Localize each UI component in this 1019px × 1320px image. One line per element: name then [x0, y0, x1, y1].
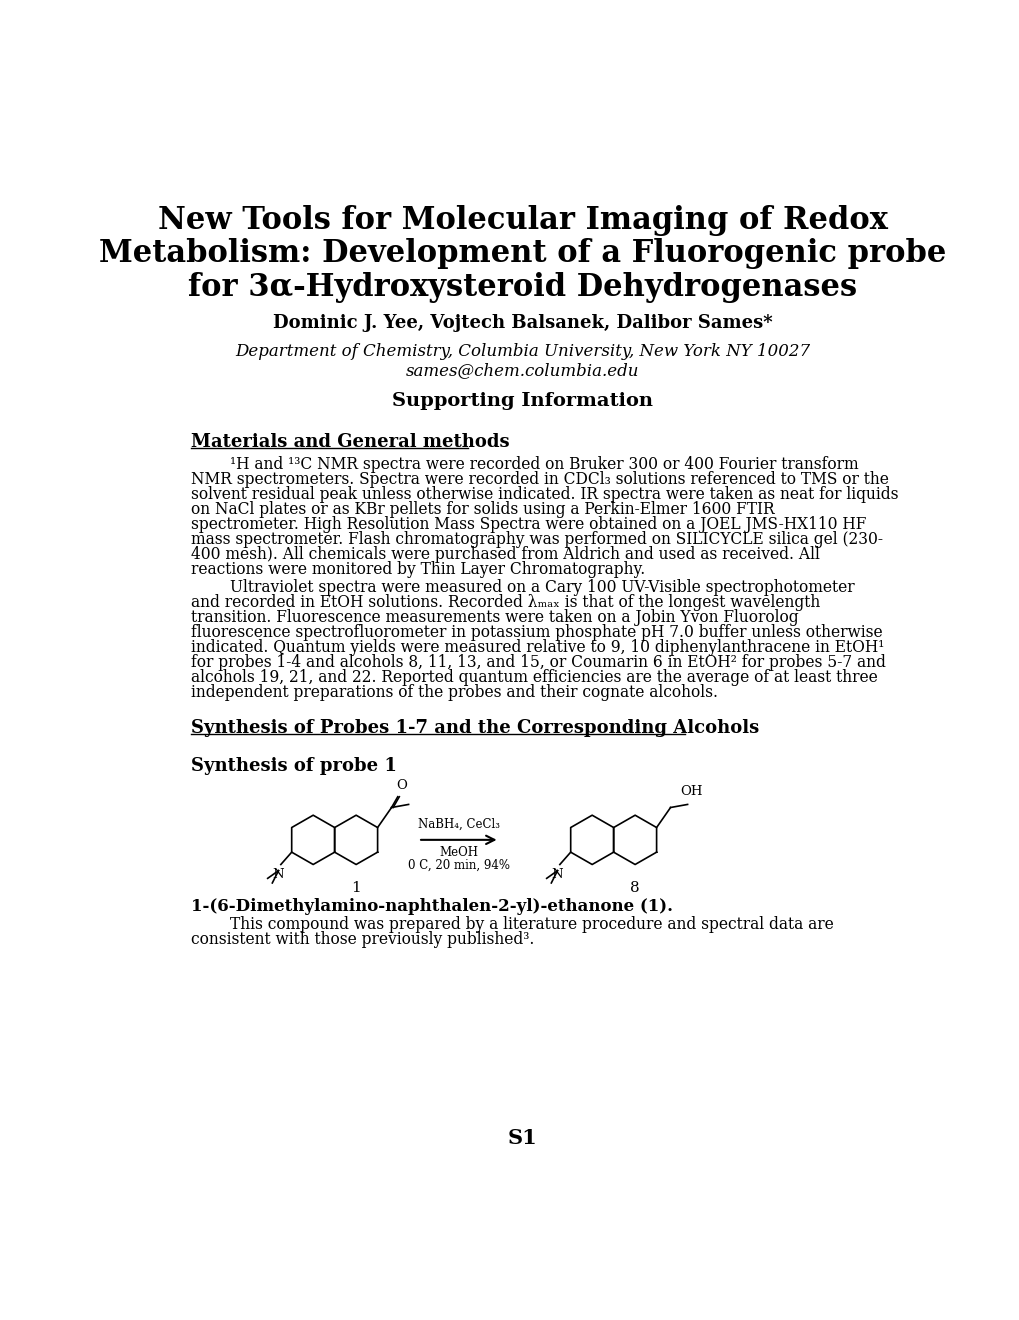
Text: 400 mesh). All chemicals were purchased from Aldrich and used as received. All: 400 mesh). All chemicals were purchased …	[191, 545, 819, 562]
Text: Metabolism: Development of a Fluorogenic probe: Metabolism: Development of a Fluorogenic…	[99, 239, 946, 269]
Text: 1: 1	[351, 882, 361, 895]
Text: and recorded in EtOH solutions. Recorded λₘₐₓ is that of the longest wavelength: and recorded in EtOH solutions. Recorded…	[191, 594, 819, 611]
Text: alcohols 19, 21, and 22. Reported quantum efficiencies are the average of at lea: alcohols 19, 21, and 22. Reported quantu…	[191, 669, 877, 686]
Text: Synthesis of Probes 1-7 and the Corresponding Alcohols: Synthesis of Probes 1-7 and the Correspo…	[191, 719, 758, 737]
Text: Materials and General methods: Materials and General methods	[191, 433, 510, 450]
Text: spectrometer. High Resolution Mass Spectra were obtained on a JOEL JMS-HX110 HF: spectrometer. High Resolution Mass Spect…	[191, 516, 865, 533]
Text: 8: 8	[630, 882, 639, 895]
Text: NMR spectrometers. Spectra were recorded in CDCl₃ solutions referenced to TMS or: NMR spectrometers. Spectra were recorded…	[191, 471, 888, 487]
Text: for 3α-Hydroxysteroid Dehydrogenases: for 3α-Hydroxysteroid Dehydrogenases	[187, 272, 857, 304]
Text: MeOH: MeOH	[439, 846, 478, 859]
Text: N: N	[272, 867, 284, 880]
Text: Department of Chemistry, Columbia University, New York NY 10027: Department of Chemistry, Columbia Univer…	[235, 343, 809, 360]
Text: This compound was prepared by a literature procedure and spectral data are: This compound was prepared by a literatu…	[191, 916, 833, 933]
Text: ¹H and ¹³C NMR spectra were recorded on Bruker 300 or 400 Fourier transform: ¹H and ¹³C NMR spectra were recorded on …	[191, 455, 858, 473]
Text: Supporting Information: Supporting Information	[392, 392, 652, 411]
Text: consistent with those previously published³.: consistent with those previously publish…	[191, 931, 534, 948]
Text: indicated. Quantum yields were measured relative to 9, 10 diphenylanthracene in : indicated. Quantum yields were measured …	[191, 639, 883, 656]
Text: transition. Fluorescence measurements were taken on a Jobin Yvon Fluorolog: transition. Fluorescence measurements we…	[191, 609, 798, 626]
Text: N: N	[551, 867, 562, 880]
Text: reactions were monitored by Thin Layer Chromatography.: reactions were monitored by Thin Layer C…	[191, 561, 645, 578]
Text: Synthesis of probe 1: Synthesis of probe 1	[191, 758, 396, 775]
Text: for probes 1-4 and alcohols 8, 11, 13, and 15, or Coumarin 6 in EtOH² for probes: for probes 1-4 and alcohols 8, 11, 13, a…	[191, 653, 886, 671]
Text: Ultraviolet spectra were measured on a Cary 100 UV-Visible spectrophotometer: Ultraviolet spectra were measured on a C…	[191, 578, 854, 595]
Text: mass spectrometer. Flash chromatography was performed on SILICYCLE silica gel (2: mass spectrometer. Flash chromatography …	[191, 531, 882, 548]
Text: NaBH₄, CeCl₃: NaBH₄, CeCl₃	[418, 817, 499, 830]
Text: New Tools for Molecular Imaging of Redox: New Tools for Molecular Imaging of Redox	[158, 205, 887, 235]
Text: S1: S1	[507, 1127, 537, 1148]
Text: 0 C, 20 min, 94%: 0 C, 20 min, 94%	[408, 858, 510, 871]
Text: Dominic J. Yee, Vojtech Balsanek, Dalibor Sames*: Dominic J. Yee, Vojtech Balsanek, Dalibo…	[273, 314, 771, 331]
Text: on NaCl plates or as KBr pellets for solids using a Perkin-Elmer 1600 FTIR: on NaCl plates or as KBr pellets for sol…	[191, 500, 773, 517]
Text: O: O	[395, 779, 407, 792]
Text: solvent residual peak unless otherwise indicated. IR spectra were taken as neat : solvent residual peak unless otherwise i…	[191, 486, 898, 503]
Text: fluorescence spectrofluorometer in potassium phosphate pH 7.0 buffer unless othe: fluorescence spectrofluorometer in potas…	[191, 624, 881, 642]
Text: sames@chem.columbia.edu: sames@chem.columbia.edu	[406, 362, 639, 379]
Text: 1-(6-Dimethylamino-naphthalen-2-yl)-ethanone (1).: 1-(6-Dimethylamino-naphthalen-2-yl)-etha…	[191, 898, 673, 915]
Text: independent preparations of the probes and their cognate alcohols.: independent preparations of the probes a…	[191, 684, 717, 701]
Text: OH: OH	[680, 785, 702, 799]
